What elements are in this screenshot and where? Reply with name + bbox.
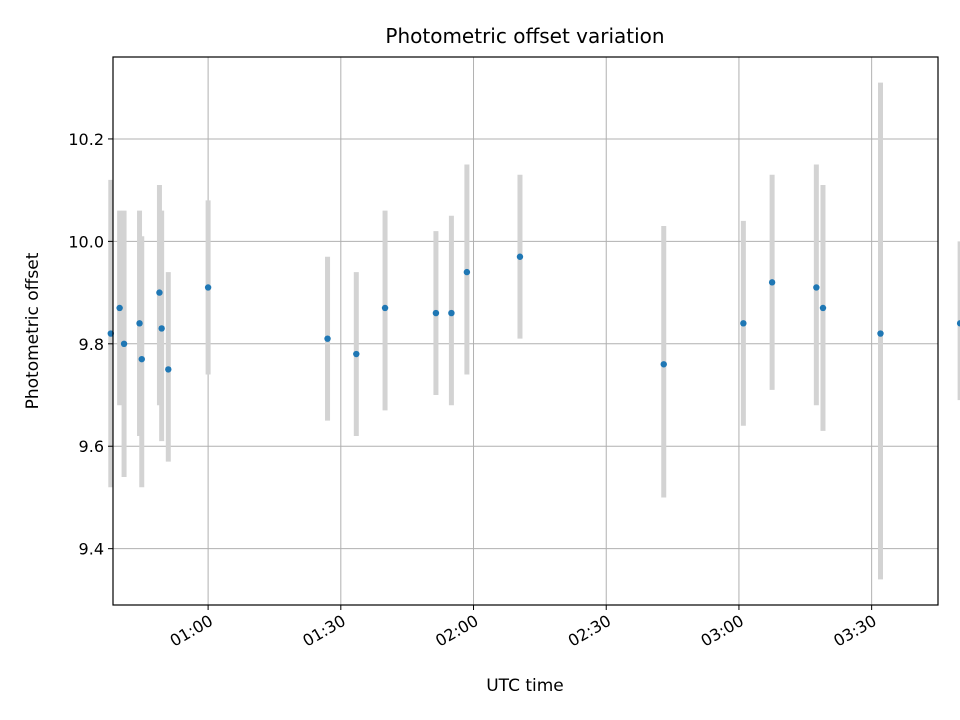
plot-frame <box>112 56 939 606</box>
point-layer <box>107 253 960 373</box>
data-point <box>120 340 128 348</box>
data-point <box>156 289 163 296</box>
y-tick-label: 9.6 <box>79 437 104 456</box>
data-point <box>116 304 123 312</box>
data-point <box>138 355 145 363</box>
chart-title: Photometric offset variation <box>385 24 664 48</box>
data-point <box>768 279 776 286</box>
data-point <box>956 320 960 327</box>
y-axis-ticks: 9.4 9.6 9.8 10.0 10.2 <box>68 130 113 559</box>
x-axis-label: UTC time <box>486 676 564 696</box>
y-axis-label: Photometric offset <box>23 252 43 409</box>
data-point <box>158 325 165 332</box>
data-point <box>381 304 389 312</box>
data-point <box>432 309 440 317</box>
data-point <box>660 361 667 368</box>
y-tick-label: 10.2 <box>68 130 104 149</box>
y-tick-label: 9.8 <box>79 335 104 354</box>
data-point <box>448 309 455 317</box>
data-point <box>324 335 331 342</box>
data-point <box>353 350 360 358</box>
data-point <box>740 320 747 327</box>
data-point <box>165 366 172 373</box>
data-point <box>136 320 143 327</box>
data-point <box>463 268 471 276</box>
data-point <box>819 304 827 312</box>
data-point <box>813 284 820 291</box>
data-point <box>107 330 114 337</box>
data-point <box>516 253 524 260</box>
data-point <box>204 284 212 291</box>
data-point <box>877 330 884 337</box>
grid-layer <box>113 57 938 605</box>
y-tick-label: 9.4 <box>79 540 104 559</box>
y-tick-label: 10.0 <box>68 232 104 251</box>
